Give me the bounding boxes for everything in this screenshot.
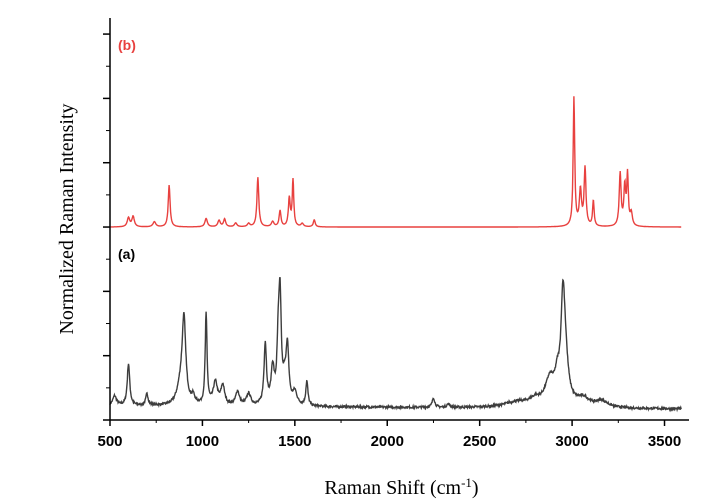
- x-ticks: 500 1000 1500 2000 2500 3000 3500: [97, 420, 681, 450]
- panel-label-b: (b): [118, 37, 136, 53]
- spectrum-line-b: [110, 96, 682, 228]
- x-tick-label: 2500: [463, 433, 496, 450]
- x-axis-title: Raman Shift (cm-1): [324, 475, 478, 499]
- x-tick-label: 1000: [186, 433, 219, 450]
- x-tick-label: 500: [97, 433, 122, 450]
- spectrum-line-a: [109, 277, 682, 413]
- x-tick-label: 3500: [648, 433, 681, 450]
- y-ticks: [103, 33, 110, 421]
- x-tick-label: 1500: [278, 433, 311, 450]
- x-tick-label: 2000: [371, 433, 404, 450]
- panel-label-a: (a): [118, 246, 135, 262]
- plot-area: [109, 96, 682, 413]
- y-axis-title: Normalized Raman Intensity: [56, 103, 78, 334]
- x-tick-label: 3000: [555, 433, 588, 450]
- axes: 500 1000 1500 2000 2500 3000 3500: [97, 18, 689, 450]
